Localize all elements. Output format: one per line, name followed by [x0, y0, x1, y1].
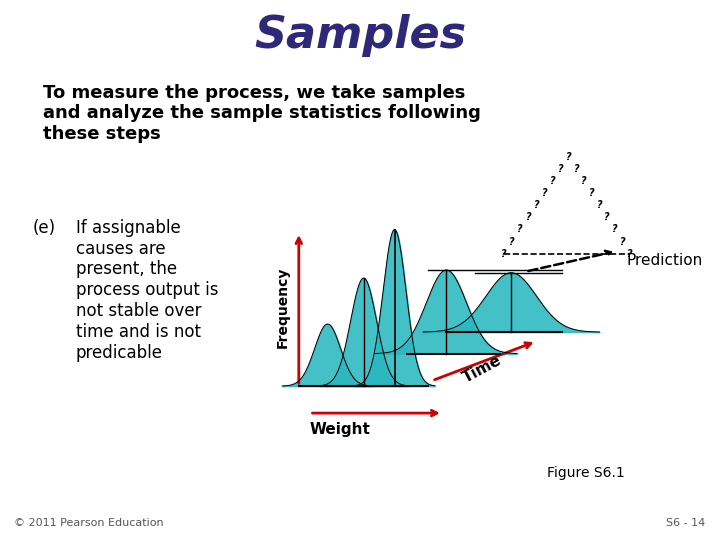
- Text: Samples: Samples: [254, 14, 466, 57]
- Text: ?: ?: [558, 164, 564, 174]
- Text: ?: ?: [612, 225, 618, 234]
- Text: ?: ?: [566, 152, 572, 161]
- Text: ?: ?: [550, 176, 555, 186]
- Text: ?: ?: [589, 188, 595, 198]
- Text: ?: ?: [604, 212, 610, 222]
- Text: ?: ?: [534, 200, 539, 210]
- Text: ?: ?: [541, 188, 547, 198]
- Text: Frequency: Frequency: [276, 267, 290, 348]
- Text: ?: ?: [518, 225, 523, 234]
- Text: Prediction: Prediction: [626, 253, 703, 268]
- Text: ?: ?: [627, 249, 633, 259]
- Text: Time: Time: [460, 353, 505, 385]
- Text: © 2011 Pearson Education: © 2011 Pearson Education: [14, 518, 164, 528]
- Text: ?: ?: [619, 237, 625, 247]
- Text: ?: ?: [597, 200, 602, 210]
- Text: Weight: Weight: [310, 422, 371, 437]
- Text: (e): (e): [32, 219, 55, 237]
- Text: If assignable
causes are
present, the
process output is
not stable over
time and: If assignable causes are present, the pr…: [76, 219, 218, 361]
- Text: ?: ?: [526, 212, 531, 222]
- Text: ?: ?: [581, 176, 587, 186]
- Text: Figure S6.1: Figure S6.1: [547, 465, 625, 480]
- Text: To measure the process, we take samples
and analyze the sample statistics follow: To measure the process, we take samples …: [43, 84, 481, 143]
- Text: S6 - 14: S6 - 14: [666, 518, 706, 528]
- Text: ?: ?: [501, 249, 507, 259]
- Text: ?: ?: [574, 164, 580, 174]
- Text: ?: ?: [509, 237, 515, 247]
